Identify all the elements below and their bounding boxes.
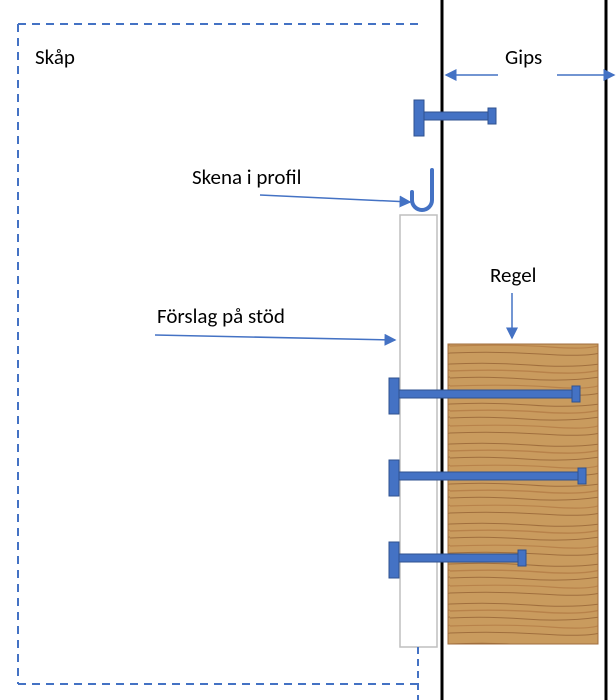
forslag-label: Förslag på stöd bbox=[157, 303, 285, 329]
skena-arrow bbox=[260, 195, 410, 202]
diagram-svg bbox=[0, 0, 616, 700]
support-rect bbox=[400, 215, 437, 647]
skap-label: Skåp bbox=[35, 44, 75, 70]
skap-outline bbox=[18, 24, 418, 684]
regel-label: Regel bbox=[490, 262, 536, 288]
skena-hook bbox=[412, 170, 432, 210]
gips-label: Gips bbox=[505, 44, 542, 70]
forslag-arrow bbox=[155, 335, 395, 340]
skena-label: Skena i profil bbox=[192, 164, 301, 190]
top-bracket bbox=[414, 100, 496, 136]
